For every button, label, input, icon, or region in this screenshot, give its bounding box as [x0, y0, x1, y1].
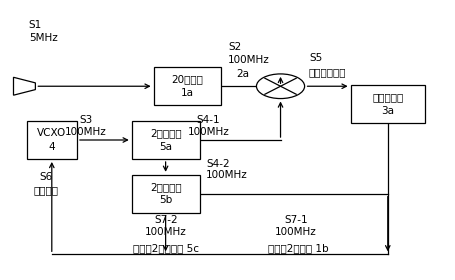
Text: S2: S2	[228, 42, 241, 52]
Text: S4-2: S4-2	[206, 158, 229, 169]
Text: S4-1: S4-1	[196, 115, 220, 125]
Text: 环路滤波器
3a: 环路滤波器 3a	[371, 93, 403, 116]
Text: 2路功分器
5a: 2路功分器 5a	[150, 129, 181, 151]
Text: 100MHz: 100MHz	[187, 127, 229, 137]
Bar	[131, 175, 199, 213]
Text: 100MHz: 100MHz	[228, 55, 269, 66]
Text: 100MHz: 100MHz	[145, 227, 186, 237]
Text: S1: S1	[29, 20, 42, 30]
Text: 输出至2路功分器 5c: 输出至2路功分器 5c	[132, 244, 198, 254]
Bar	[131, 121, 199, 159]
Text: S5: S5	[308, 53, 322, 63]
Text: 5MHz: 5MHz	[29, 33, 57, 43]
Text: 相位误差信号: 相位误差信号	[308, 67, 346, 77]
Text: S6: S6	[40, 172, 53, 182]
Polygon shape	[14, 77, 35, 95]
Text: 20倍频器
1a: 20倍频器 1a	[171, 75, 203, 98]
Text: 100MHz: 100MHz	[274, 227, 316, 237]
Text: S7-2: S7-2	[154, 214, 177, 225]
Text: 100MHz: 100MHz	[65, 127, 106, 137]
Text: S3: S3	[79, 115, 92, 125]
Text: 压控信号: 压控信号	[34, 185, 59, 195]
Bar	[153, 67, 221, 105]
Text: S7-1: S7-1	[283, 214, 307, 225]
Text: 输出至2倍频器 1b: 输出至2倍频器 1b	[267, 244, 328, 254]
Circle shape	[256, 74, 304, 99]
Text: VCXO
4: VCXO 4	[37, 129, 66, 151]
Bar	[350, 85, 424, 123]
Text: 100MHz: 100MHz	[206, 170, 248, 180]
Text: 2a: 2a	[236, 69, 248, 79]
Text: 2路功分器
5b: 2路功分器 5b	[150, 182, 181, 205]
Bar	[26, 121, 77, 159]
